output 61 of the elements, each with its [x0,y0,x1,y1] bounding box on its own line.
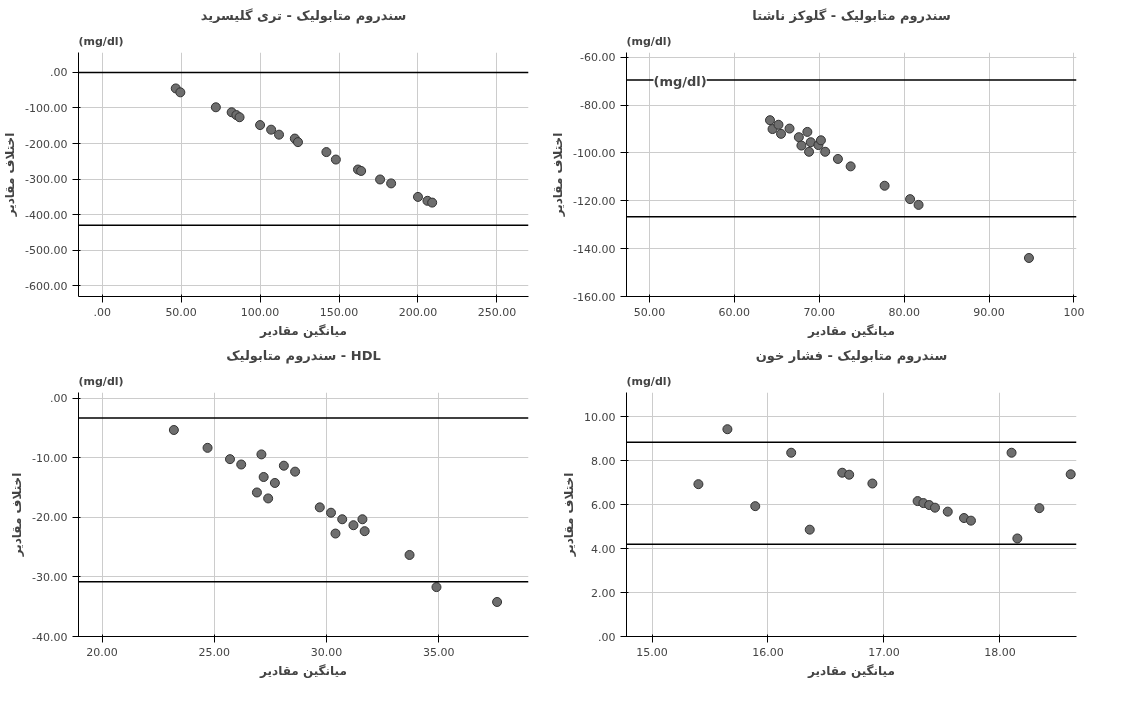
y-tick-label: -200.00 [25,137,68,151]
x-axis-title: میانگین مقادیر [259,323,347,338]
y-tick-label: -140.00 [573,242,616,256]
y-tick-label: -400.00 [25,208,68,222]
y-axis-title: اختلاف مقادیر [562,472,577,558]
text: (mg/dl) [626,34,672,48]
x-tick-label: 50.00 [165,305,197,319]
text: (mg/dl) [78,34,124,48]
x-tick-label: 70.00 [803,305,835,319]
y-tick-label: -60.00 [580,51,616,65]
y-tick-label: -600.00 [25,279,68,293]
y-tick-label: 8.00 [591,454,616,468]
x-tick-label: 80.00 [888,305,920,319]
x-tick-label: 150.00 [319,305,359,319]
x-tick-label: 50.00 [633,305,666,319]
x-tick-label: 16.00 [752,645,784,659]
text: (mg/dl) [78,374,124,388]
x-tick-label: 15.00 [636,645,668,659]
y-tick-label: 2.00 [591,586,616,600]
y-tick-label: -80.00 [580,99,616,113]
y-tick-label: -160.00 [573,290,616,304]
x-tick-label: 60.00 [718,305,751,319]
x-tick-label: 100 [1063,305,1085,319]
y-axis-title: اختلاف مقادیر [551,132,566,218]
x-tick-label: .00 [93,305,111,319]
y-tick-label: -100.00 [25,101,68,115]
y-tick-label: .00 [598,630,616,644]
y-tick-label: -500.00 [25,244,68,258]
y-tick-label: -100.00 [573,146,616,160]
y-tick-label: -300.00 [25,173,68,187]
chart-title: سندروم متابولیک - گلوکز ناشتا [752,7,951,24]
y-tick-label: -40.00 [32,630,68,644]
x-tick-label: 30.00 [310,645,343,659]
x-axis-title: میانگین مقادیر [259,663,347,678]
chart-title: سندروم متابولیک - HDL [226,347,381,364]
x-tick-label: 90.00 [973,305,1005,319]
x-tick-label: 250.00 [477,305,517,319]
y-tick-label: 6.00 [591,498,616,512]
x-axis-title: میانگین مقادیر [807,323,895,338]
x-tick-label: 35.00 [422,645,455,659]
x-axis-title: میانگین مقادیر [807,663,895,678]
x-tick-label: 18.00 [984,645,1016,659]
y-tick-label: 4.00 [591,542,616,556]
y-tick-label: -20.00 [32,511,68,525]
chart-title: سندروم متابولیک - فشار خون [755,347,948,364]
annotation: (mg/dl) [653,73,707,89]
y-tick-label: -120.00 [573,194,616,208]
x-tick-label: 17.00 [868,645,900,659]
y-tick-label: -10.00 [32,451,68,465]
y-tick-label: .00 [50,392,68,406]
y-axis-title: اختلاف مقادیر [3,132,18,218]
x-tick-label: 20.00 [86,645,118,659]
chart-title: سندروم متابولیک - تری گلیسرید [200,7,407,24]
y-tick-label: .00 [50,66,68,80]
x-tick-label: 100.00 [240,305,280,319]
x-tick-label: 25.00 [198,645,231,659]
y-tick-label: 10.00 [584,410,616,424]
y-tick-label: -30.00 [32,570,68,584]
y-axis-title: اختلاف مقادیر [10,472,25,558]
text: (mg/dl) [626,374,672,388]
x-tick-label: 200.00 [398,305,438,319]
